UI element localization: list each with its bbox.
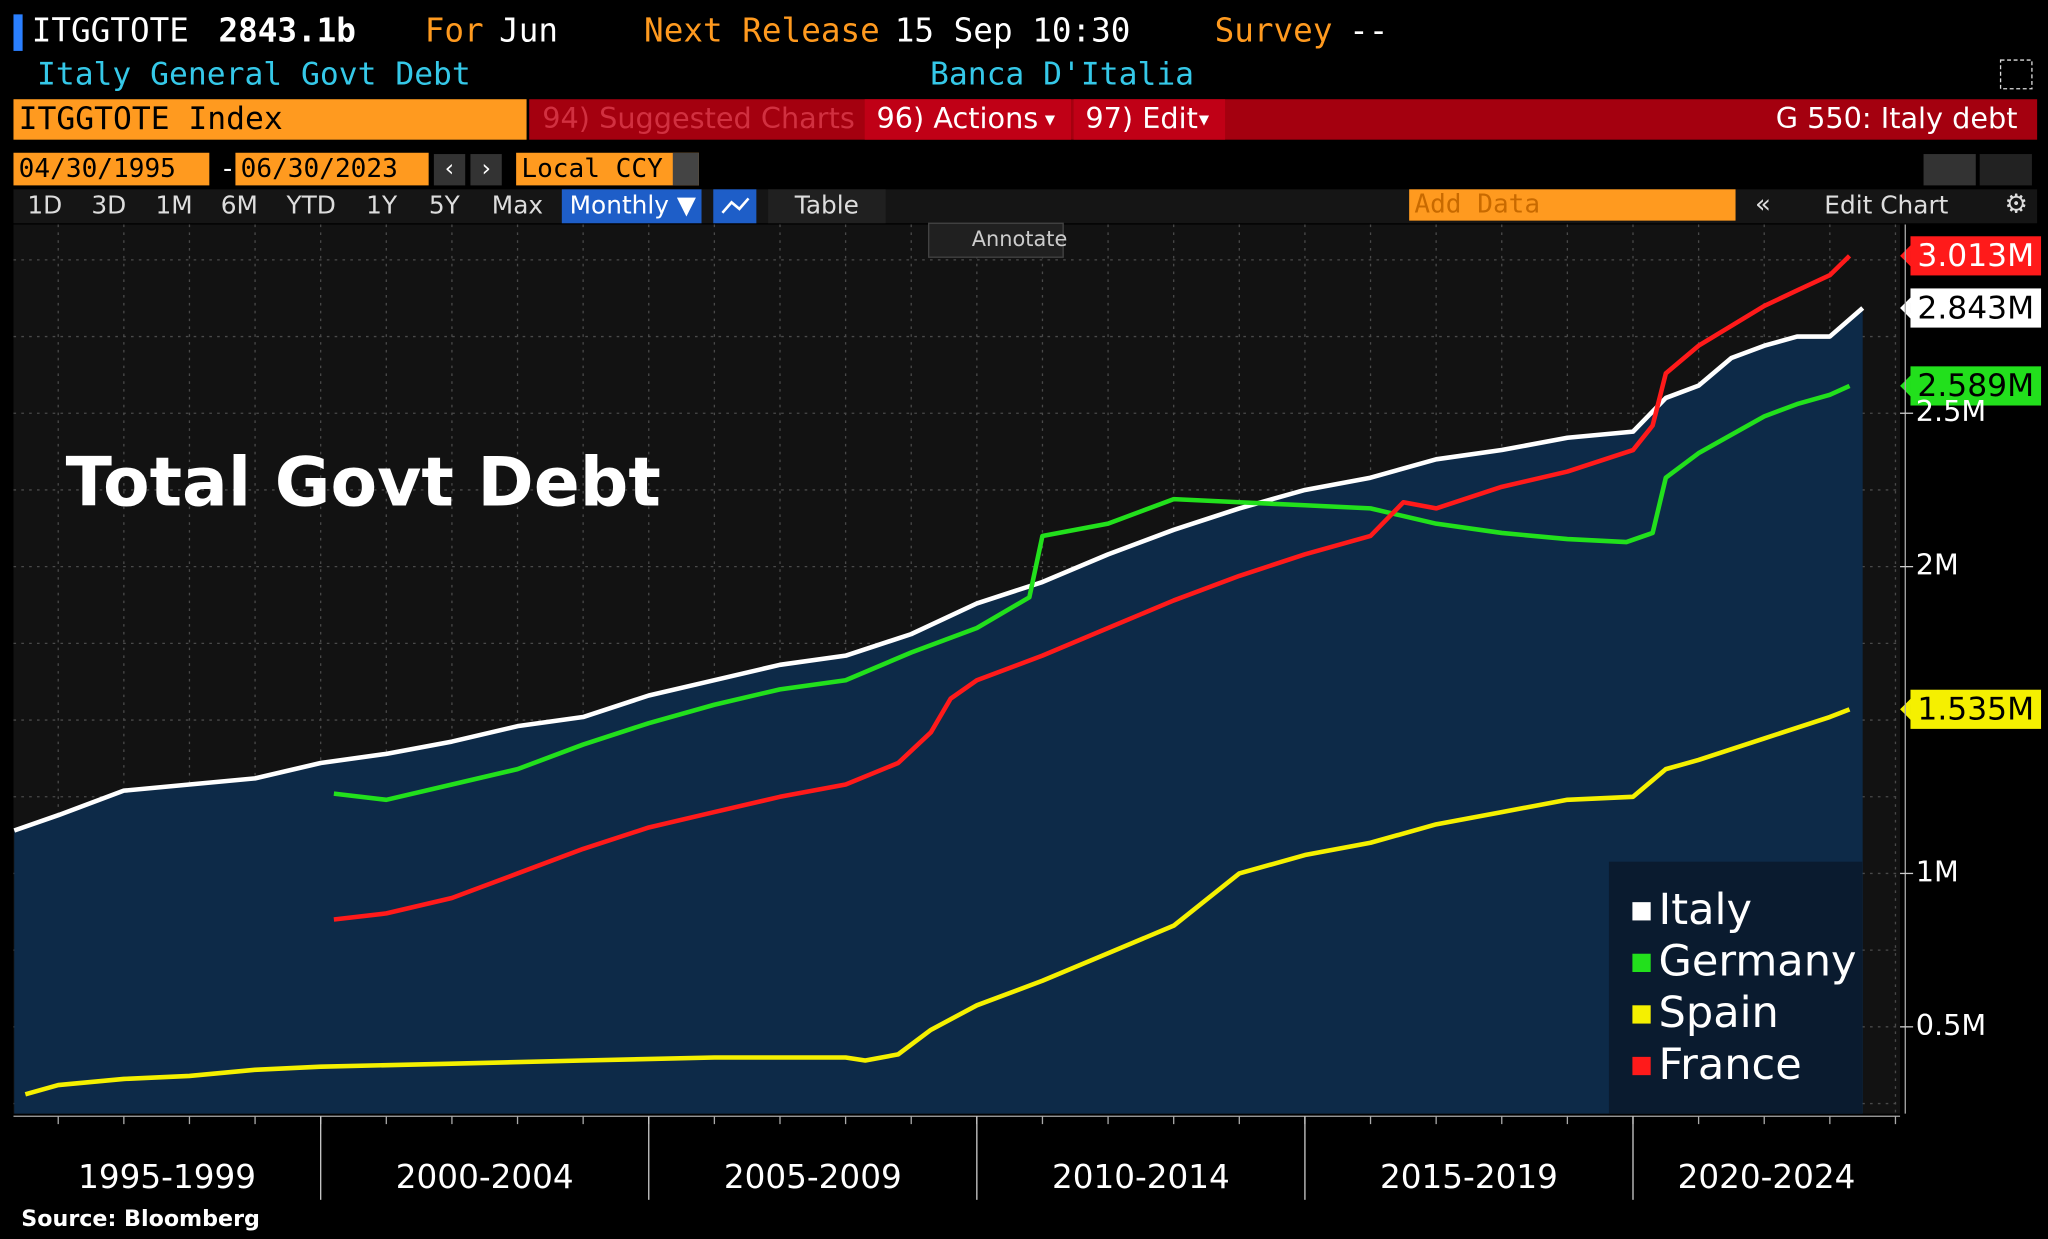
last-value-badge <box>1910 689 2042 729</box>
period-button[interactable]: YTD <box>285 190 335 219</box>
x-tick-label: 2020-2024 <box>1678 1158 1856 1196</box>
legend-label: Italy <box>1659 885 1752 935</box>
x-tick-label: 1995-1999 <box>78 1158 256 1196</box>
y-tick-label: 2M <box>1916 548 1959 582</box>
y-tick-label: 0.5M <box>1916 1008 1986 1042</box>
for-value: Jun <box>499 12 558 50</box>
footer-source: Source: Bloomberg <box>21 1206 260 1232</box>
x-tick-label: 2000-2004 <box>396 1158 574 1196</box>
last-value-badge <box>1910 236 2042 276</box>
description: Italy General Govt Debt <box>37 57 471 93</box>
legend-swatch <box>1632 953 1651 973</box>
start-date: 04/30/1995 <box>19 154 176 184</box>
last-value-label: 3.013M <box>1917 238 2034 274</box>
date-separator: - <box>220 154 236 184</box>
security: ITGGTOTE Index <box>19 101 283 137</box>
currency-dropdown[interactable] <box>672 152 699 186</box>
suggested-charts[interactable]: 94) Suggested Charts <box>542 101 855 135</box>
last-value: 2843.1b <box>218 12 356 50</box>
next-release-value: 15 Sep 10:30 <box>895 12 1131 50</box>
chart-title: Total Govt Debt <box>66 444 661 523</box>
legend-box <box>1608 861 1863 1114</box>
table-button[interactable] <box>768 189 886 224</box>
next-icon: › <box>479 154 493 182</box>
undo-button[interactable] <box>1923 154 1976 186</box>
legend-label: Germany <box>1659 937 1857 987</box>
prev-icon: ‹ <box>442 154 456 182</box>
legend-label: France <box>1659 1040 1802 1090</box>
table[interactable]: Table <box>794 190 859 219</box>
period-button[interactable]: 6M <box>221 190 258 219</box>
period-button[interactable]: 1Y <box>366 190 398 219</box>
period-button[interactable]: 1M <box>155 190 192 219</box>
x-tick-label: 2015-2019 <box>1380 1158 1558 1196</box>
legend-label: Spain <box>1659 988 1779 1038</box>
currency: Local CCY <box>521 154 663 184</box>
x-tick-label: 2010-2014 <box>1052 1158 1230 1196</box>
chart-name: G 550: Italy debt <box>1776 101 2018 135</box>
last-value-label: 2.589M <box>1917 368 2034 404</box>
survey-label: Survey <box>1215 12 1333 50</box>
y-tick-label: 1M <box>1916 854 1959 888</box>
source: Banca D'Italia <box>930 57 1194 93</box>
header-marker <box>13 14 23 51</box>
currency-field[interactable] <box>516 152 699 186</box>
chart-type-icon <box>721 197 750 214</box>
last-value-badge <box>1910 366 2042 406</box>
series-line <box>333 254 1852 922</box>
actions-caret: ▼ <box>1045 110 1056 130</box>
security-field[interactable] <box>13 99 527 140</box>
redo-button[interactable] <box>1979 154 2032 186</box>
end-date: 06/30/2023 <box>241 154 398 184</box>
next-button[interactable] <box>470 154 502 186</box>
last-value-badge <box>1910 288 2042 328</box>
edit[interactable]: 97) Edit <box>1085 101 1198 135</box>
last-value-label: 2.843M <box>1917 290 2034 326</box>
last-value-label: 1.535M <box>1917 692 2034 728</box>
settings-icon[interactable]: ⚙ <box>2005 189 2028 219</box>
popout-icon[interactable] <box>1999 59 2033 90</box>
period-button[interactable]: 5Y <box>429 190 461 219</box>
annotate[interactable]: Annotate <box>972 227 1068 251</box>
y-tick-label: 2.5M <box>1916 394 1986 428</box>
edit-caret: ▼ <box>1199 110 1210 130</box>
legend-swatch <box>1632 1005 1651 1024</box>
start-date-field[interactable] <box>13 152 210 186</box>
x-tick-label: 2005-2009 <box>724 1158 902 1196</box>
legend-swatch <box>1632 1056 1651 1076</box>
add-data: Add Data <box>1414 189 1540 219</box>
next-release-label: Next Release <box>644 12 880 50</box>
prev-button[interactable] <box>433 154 466 186</box>
add-data-field[interactable] <box>1409 189 1736 221</box>
annotate-button[interactable] <box>928 222 1064 258</box>
frequency[interactable]: Monthly ▼ <box>570 190 696 219</box>
toolbar-bar <box>529 99 2038 140</box>
legend-swatch <box>1632 902 1651 921</box>
period-button[interactable]: Max <box>492 190 543 219</box>
end-date-field[interactable] <box>235 152 429 186</box>
actions-button[interactable] <box>864 99 1072 140</box>
area <box>14 307 1863 1114</box>
edit-button[interactable] <box>1073 99 1226 140</box>
frequency-button[interactable] <box>561 189 702 224</box>
edit-chart[interactable]: Edit Chart <box>1824 190 1948 219</box>
collapse-icon[interactable]: « <box>1755 189 1771 219</box>
series-line <box>333 383 1851 803</box>
period-button[interactable]: 1D <box>27 190 62 219</box>
ticker: ITGGTOTE <box>32 12 189 50</box>
series-line <box>13 306 1865 833</box>
actions[interactable]: 96) Actions <box>876 101 1038 135</box>
period-button[interactable]: 3D <box>91 190 126 219</box>
for-label: For <box>425 12 484 50</box>
survey-value: -- <box>1349 12 1388 50</box>
series-line <box>24 707 1851 1097</box>
